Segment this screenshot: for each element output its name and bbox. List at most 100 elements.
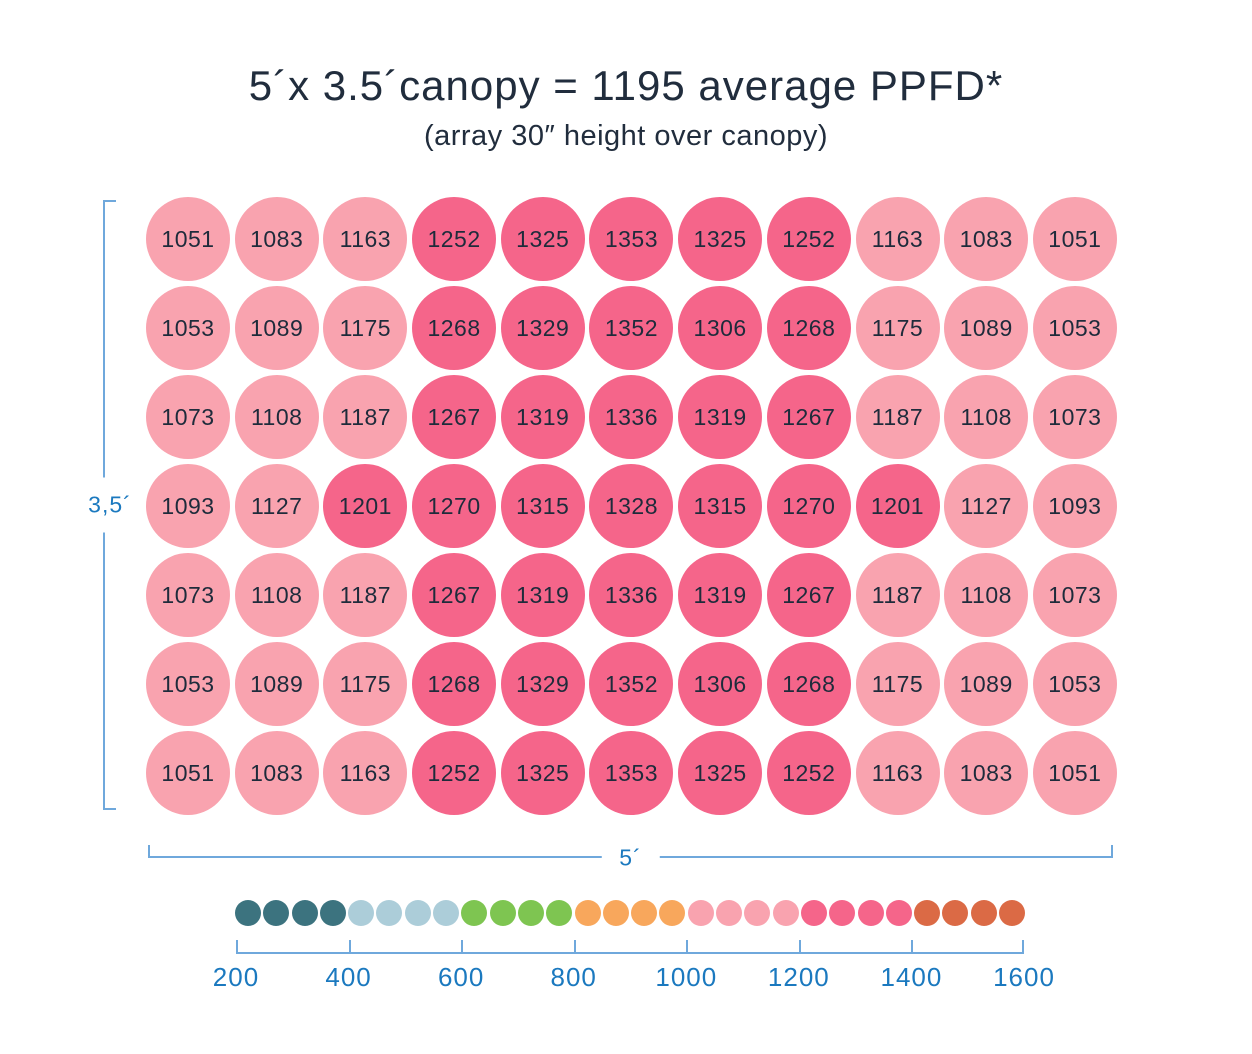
legend-dot xyxy=(602,900,629,926)
legend-dot xyxy=(546,900,573,926)
axis-tick xyxy=(348,940,351,952)
color-scale-dot-strip xyxy=(235,900,1026,926)
color-scale-axis-labels: 200 400 600 800 1000 1200 1400 1600 xyxy=(213,962,1054,996)
legend-dot xyxy=(376,900,403,926)
legend-dot xyxy=(574,900,601,926)
ppfd-cell: 1201 xyxy=(323,464,408,548)
ppfd-cell: 1051 xyxy=(1032,197,1117,281)
ppfd-cell: 1319 xyxy=(678,375,763,459)
legend-dot xyxy=(404,900,431,926)
ppfd-cell: 1267 xyxy=(766,375,851,459)
ppfd-cell: 1268 xyxy=(412,642,497,726)
ppfd-cell: 1268 xyxy=(766,286,851,370)
legend-dot xyxy=(687,900,714,926)
legend-dot xyxy=(263,900,290,926)
ppfd-cell: 1073 xyxy=(146,375,230,459)
ppfd-cell: 1089 xyxy=(234,642,319,726)
ppfd-cell: 1051 xyxy=(1032,731,1117,815)
ppfd-cell: 1325 xyxy=(500,731,585,815)
axis-tick-label: 400 xyxy=(325,962,372,992)
ppfd-cell: 1187 xyxy=(323,375,408,459)
ppfd-cell: 1175 xyxy=(855,286,940,370)
ppfd-cell: 1127 xyxy=(234,464,319,548)
ppfd-cell: 1268 xyxy=(766,642,851,726)
ppfd-cell: 1051 xyxy=(146,197,230,281)
axis-tick-label: 600 xyxy=(437,962,485,992)
legend-dot xyxy=(970,900,997,926)
ppfd-cell: 1252 xyxy=(412,197,497,281)
axis-tick xyxy=(798,940,801,952)
axis-tick-label: 1400 xyxy=(880,962,943,992)
ppfd-cell: 1353 xyxy=(589,197,674,281)
ppfd-cell: 1051 xyxy=(146,731,230,815)
ppfd-cell: 1252 xyxy=(412,731,497,815)
legend-dot xyxy=(319,900,346,926)
ppfd-cell: 1089 xyxy=(944,642,1029,726)
ppfd-cell: 1073 xyxy=(1032,375,1117,459)
ppfd-cell: 1352 xyxy=(589,642,674,726)
ppfd-cell: 1306 xyxy=(678,286,763,370)
legend-dot xyxy=(914,900,941,926)
ppfd-cell: 1127 xyxy=(944,464,1029,548)
legend-dot xyxy=(716,900,743,926)
legend-dot xyxy=(291,900,318,926)
ppfd-cell: 1083 xyxy=(944,197,1029,281)
legend-dot xyxy=(631,900,658,926)
ppfd-cell: 1108 xyxy=(234,375,319,459)
ppfd-cell: 1319 xyxy=(678,553,763,637)
axis-tick-label: 1200 xyxy=(767,962,830,992)
axis-tick-label: 1600 xyxy=(993,962,1055,992)
axis-tick xyxy=(911,940,914,952)
ppfd-cell: 1353 xyxy=(589,731,674,815)
chart-subtitle: (array 30″ height over canopy) xyxy=(423,120,829,152)
legend-dot xyxy=(772,900,799,926)
ppfd-cell: 1108 xyxy=(944,375,1029,459)
ppfd-cell: 1083 xyxy=(944,731,1029,815)
width-dimension-label: 5´ xyxy=(601,840,660,876)
ppfd-cell: 1319 xyxy=(500,375,585,459)
legend-dot xyxy=(235,900,261,926)
ppfd-cell: 1053 xyxy=(146,286,230,370)
ppfd-cell: 1267 xyxy=(412,375,497,459)
legend-dot xyxy=(857,900,884,926)
ppfd-cell: 1163 xyxy=(323,731,408,815)
ppfd-cell: 1325 xyxy=(678,197,763,281)
ppfd-cell: 1163 xyxy=(855,197,940,281)
ppfd-cell: 1093 xyxy=(1032,464,1117,548)
legend-dot xyxy=(433,900,460,926)
ppfd-cell: 1270 xyxy=(412,464,497,548)
axis-tick xyxy=(573,940,576,952)
ppfd-cell: 1187 xyxy=(323,553,408,637)
axis-tick xyxy=(686,940,689,952)
axis-tick xyxy=(236,940,238,952)
ppfd-cell: 1306 xyxy=(678,642,763,726)
ppfd-cell: 1093 xyxy=(146,464,230,548)
legend-dot xyxy=(829,900,856,926)
ppfd-cell: 1073 xyxy=(1032,553,1117,637)
ppfd-cell: 1187 xyxy=(855,553,940,637)
ppfd-cell: 1325 xyxy=(500,197,585,281)
ppfd-cell: 1053 xyxy=(1032,642,1117,726)
legend-dot xyxy=(489,900,516,926)
ppfd-cell: 1073 xyxy=(146,553,230,637)
ppfd-cell: 1336 xyxy=(589,553,674,637)
legend-dot xyxy=(942,900,969,926)
axis-tick xyxy=(461,940,464,952)
ppfd-cell: 1352 xyxy=(589,286,674,370)
ppfd-cell: 1187 xyxy=(855,375,940,459)
ppfd-cell: 1315 xyxy=(500,464,585,548)
ppfd-cell: 1267 xyxy=(766,553,851,637)
legend-dot xyxy=(744,900,771,926)
ppfd-cell: 1163 xyxy=(323,197,408,281)
ppfd-cell: 1252 xyxy=(766,731,851,815)
ppfd-cell: 1053 xyxy=(1032,286,1117,370)
ppfd-value-grid: 1051 1083 1163 1252 1325 1353 1325 1252 1163 1083… xyxy=(146,197,1117,815)
legend-dot xyxy=(999,900,1026,926)
ppfd-cell: 1108 xyxy=(234,553,319,637)
ppfd-cell: 1325 xyxy=(678,731,763,815)
ppfd-cell: 1201 xyxy=(855,464,940,548)
ppfd-cell: 1329 xyxy=(500,286,585,370)
ppfd-cell: 1083 xyxy=(234,731,319,815)
axis-tick-label: 200 xyxy=(212,962,260,992)
legend-dot xyxy=(461,900,488,926)
